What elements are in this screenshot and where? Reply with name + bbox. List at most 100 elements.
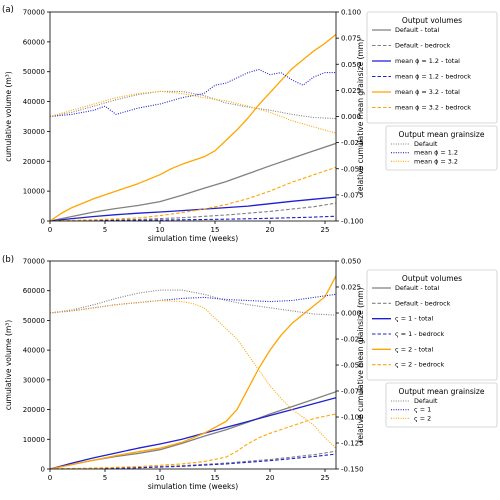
legend-entry: Default - total (395, 26, 440, 34)
legend-entry: Default (414, 140, 438, 148)
y-tick-label: 40000 (23, 347, 45, 355)
series-group (50, 33, 336, 221)
y-tick-label: 20000 (23, 158, 45, 166)
legend-entry: ς = 2 - bedrock (395, 361, 445, 369)
legend-title: Output mean grainsize (399, 387, 485, 396)
panel-a: (a) 0 5 10 15 20 25 0 10000 20000 30000 40000 50000 6… (2, 5, 498, 243)
y2-tick-label: -0.075 (341, 388, 364, 396)
legend-entry: Default - total (395, 284, 440, 292)
series-line (50, 397, 336, 469)
legend-entry: ς = 1 - total (395, 315, 433, 323)
legend-title: Output mean grainsize (399, 130, 485, 139)
y-tick-label: 10000 (23, 436, 45, 444)
legend-entry: ς = 1 (414, 406, 431, 414)
legend-entry: mean ϕ = 1.2 - total (395, 57, 460, 65)
y2-tick-label: 0.000 (341, 113, 361, 121)
x-tick-label: 25 (321, 226, 330, 234)
legend-frame (385, 125, 498, 171)
legend-frame (366, 11, 498, 124)
y2-tick-label: -0.125 (341, 440, 364, 448)
legend-title: Output volumes (402, 274, 462, 283)
series-line (50, 33, 336, 221)
series-line (50, 90, 336, 134)
y-tick-label: 0 (41, 466, 45, 474)
y-tick-label: 0 (41, 218, 45, 226)
series-line (50, 166, 336, 221)
y2-tick-label: 0.025 (341, 284, 361, 292)
x-tick-label: 0 (48, 226, 52, 234)
y-tick-label: 70000 (23, 258, 45, 266)
y2-tick-label: 0.050 (341, 258, 361, 266)
y-tick-label: 30000 (23, 376, 45, 384)
y2-tick-label: 0.000 (341, 310, 361, 318)
y2-tick-label: 0.025 (341, 87, 361, 95)
x-tick-label: 5 (103, 474, 107, 482)
y-axis-label: cumulative volume (m³) (4, 320, 13, 410)
panel-label: (b) (2, 255, 14, 265)
legend-entry: mean ϕ = 3.2 - total (395, 88, 460, 96)
series-line (50, 413, 336, 469)
legend-title: Output volumes (402, 16, 462, 25)
legend-entry: ς = 2 (414, 414, 431, 422)
y2-tick-label: -0.100 (341, 414, 364, 422)
x-tick-label: 5 (103, 226, 107, 234)
legend-entry: mean ϕ = 1.2 - bedrock (395, 73, 471, 81)
y2-tick-label: -0.025 (341, 336, 364, 344)
legend-entry: mean ϕ = 3.2 - bedrock (395, 104, 471, 112)
y2-tick-label: -0.075 (341, 191, 364, 199)
y2-tick-label: -0.050 (341, 362, 364, 370)
x-tick-label: 25 (321, 474, 330, 482)
legend-entry: mean ϕ = 1.2 (414, 149, 458, 157)
series-group (50, 275, 336, 469)
series-line (50, 68, 336, 118)
series-line (50, 196, 336, 221)
legend-entry: Default (414, 397, 438, 405)
y2-tick-label: -0.100 (341, 218, 364, 226)
x-tick-label: 20 (266, 474, 275, 482)
y-tick-label: 60000 (23, 287, 45, 295)
y2-tick-label: -0.050 (341, 165, 364, 173)
panel-label: (a) (2, 5, 14, 15)
x-tick-label: 15 (211, 226, 220, 234)
legend-entry: ς = 1 - bedrock (395, 330, 445, 338)
y-tick-label: 70000 (23, 9, 45, 17)
x-tick-label: 20 (266, 226, 275, 234)
x-axis-label: simulation time (weeks) (148, 482, 238, 491)
y2-tick-label: -0.025 (341, 139, 364, 147)
legend-entry: Default - bedrock (395, 299, 451, 307)
y-tick-label: 50000 (23, 68, 45, 76)
legend-entry: ς = 2 - total (395, 345, 433, 353)
legend-frame (385, 382, 498, 428)
y2-axis-label: relative cumulative mean grainsize (mm) (356, 39, 365, 194)
y2-tick-label: -0.150 (341, 466, 364, 474)
y2-axis-label: relative cumulative mean grainsize (mm) (356, 287, 365, 442)
x-axis-label: simulation time (weeks) (148, 234, 238, 243)
plot-frame (49, 11, 337, 222)
y2-tick-label: 0.050 (341, 61, 361, 69)
legend-frame (366, 269, 498, 381)
x-tick-label: 10 (156, 226, 165, 234)
legend-entry: mean ϕ = 3.2 (414, 157, 458, 165)
y-tick-label: 30000 (23, 128, 45, 136)
series-line (50, 275, 336, 469)
y-tick-label: 40000 (23, 98, 45, 106)
series-line (50, 293, 336, 314)
series-line (50, 289, 336, 316)
x-tick-label: 10 (156, 474, 165, 482)
y2-tick-label: 0.100 (341, 9, 361, 17)
y2-tick-label: 0.075 (341, 35, 361, 43)
x-tick-label: 15 (211, 474, 220, 482)
y-tick-label: 50000 (23, 317, 45, 325)
panel-b: (b) 0 5 10 15 20 25 0 10000 20000 30000 40000 50000 6… (2, 255, 498, 491)
series-line (50, 453, 336, 469)
x-tick-label: 0 (48, 474, 52, 482)
y-tick-label: 10000 (23, 188, 45, 196)
y-tick-label: 20000 (23, 406, 45, 414)
y-axis-label: cumulative volume (m³) (4, 71, 13, 161)
y-tick-label: 60000 (23, 38, 45, 46)
